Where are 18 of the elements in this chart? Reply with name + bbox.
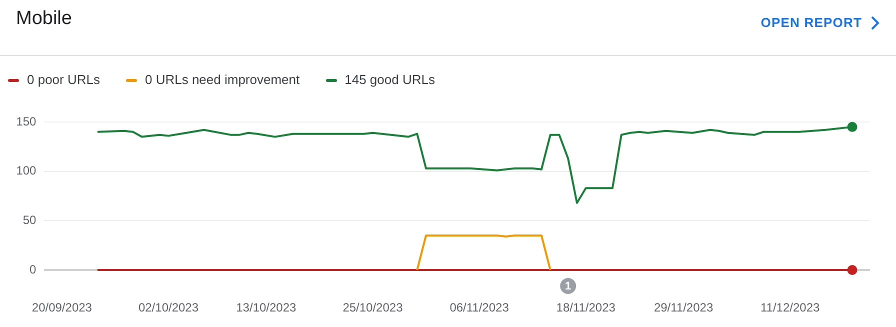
y-tick-label: 100 [16,164,36,178]
legend-label: 145 good URLs [344,72,435,87]
y-tick-label: 50 [22,212,36,227]
x-tick-label: 02/10/2023 [138,300,199,315]
y-tick-label: 0 [29,262,36,276]
annotation: 1 [565,280,572,293]
text: OPEN REPORT [760,15,862,30]
x-tick-label: 29/11/2023 [654,300,714,315]
x-tick-label: 06/11/2023 [450,300,510,315]
x-tick-label: 13/10/2023 [236,300,297,315]
chart-title: Mobile [16,8,72,30]
x-tick-label: 25/10/2023 [342,300,404,315]
y-tick-label: 150 [16,114,36,128]
x-tick-label: 18/11/2023 [556,300,616,315]
legend-label: 0 URLs need improvement [144,72,300,87]
x-tick-label: 20/09/2023 [32,300,92,315]
legend-label: 0 poor URLs [26,72,100,87]
x-tick-label: 11/12/2023 [760,300,820,315]
